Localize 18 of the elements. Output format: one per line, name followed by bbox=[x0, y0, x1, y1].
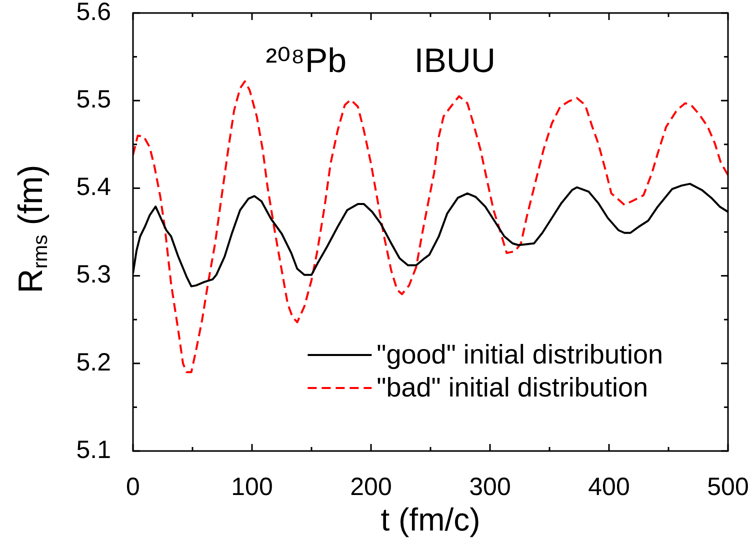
y-tick-label: 5.6 bbox=[76, 0, 111, 26]
annotation: IBUU bbox=[414, 42, 496, 80]
annotation: ²⁰⁸Pb bbox=[266, 42, 347, 80]
x-tick-label: 100 bbox=[231, 472, 273, 501]
y-tick-label: 5.3 bbox=[76, 260, 111, 289]
x-tick-label: 0 bbox=[126, 472, 140, 501]
x-tick-label: 400 bbox=[588, 472, 630, 501]
y-tick-label: 5.4 bbox=[76, 173, 112, 202]
x-tick-label: 500 bbox=[707, 472, 749, 501]
y-tick-label: 5.2 bbox=[76, 348, 111, 376]
line-series bbox=[133, 80, 728, 374]
x-axis-title: t (fm/c) bbox=[380, 502, 480, 538]
y-tick-label: 5.5 bbox=[76, 85, 111, 114]
x-tick-label: 200 bbox=[350, 472, 392, 501]
legend-label: "good" initial distribution bbox=[376, 339, 664, 370]
legend-label: "bad" initial distribution bbox=[376, 372, 648, 402]
x-tick-label: 300 bbox=[469, 472, 511, 501]
y-tick-label: 5.1 bbox=[76, 436, 111, 464]
